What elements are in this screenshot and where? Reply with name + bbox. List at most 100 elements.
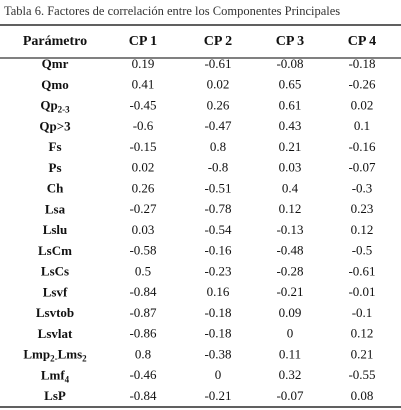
cell-value: -0.13 <box>276 222 303 237</box>
row-label: Qp2-3 <box>40 97 70 114</box>
cell-value: 0.1 <box>354 118 370 133</box>
cell-value: -0.07 <box>276 388 304 403</box>
cell-value: 0.5 <box>135 263 151 278</box>
label-part: Fs <box>49 139 62 154</box>
row-label: Ps <box>49 160 62 175</box>
column-header: CP 4 <box>348 34 376 49</box>
cell-value: 0.02 <box>207 77 230 92</box>
cell-value: 0.61 <box>279 97 302 112</box>
cell-value: -0.1 <box>352 305 373 320</box>
column-header: CP 1 <box>129 34 157 49</box>
cell-value: -0.16 <box>204 243 232 258</box>
label-part: Lsvf <box>43 284 68 299</box>
row-label: Qmo <box>41 77 68 92</box>
column-header: CP 3 <box>276 34 304 49</box>
row-label: LsCs <box>41 263 69 278</box>
row-label: Qmr <box>42 56 69 71</box>
label-part: Qmr <box>42 56 69 71</box>
row-label: Lmf4 <box>41 367 70 384</box>
row-label: Lsvtob <box>36 305 74 320</box>
cell-value: 0.11 <box>279 346 301 361</box>
cell-value: 0.12 <box>351 222 374 237</box>
cell-value: -0.84 <box>129 284 157 299</box>
cell-value: -0.5 <box>352 243 373 258</box>
label-part: Lsvtob <box>36 305 74 320</box>
cell-value: -0.86 <box>129 326 157 341</box>
cell-value: 0.03 <box>279 160 302 175</box>
cell-value: -0.38 <box>204 346 231 361</box>
row-label: LsP <box>44 388 66 403</box>
cell-value: -0.15 <box>129 139 156 154</box>
cell-value: 0.12 <box>279 201 302 216</box>
cell-value: 0.26 <box>207 97 230 112</box>
cell-value: -0.84 <box>129 388 157 403</box>
cell-value: -0.78 <box>204 201 231 216</box>
cell-value: 0.65 <box>279 77 302 92</box>
label-part: LsCs <box>41 263 69 278</box>
row-label: Lmp2-Lms2 <box>23 346 87 363</box>
row-label: Lslu <box>43 222 68 237</box>
label-part: Lsa <box>45 201 66 216</box>
label-part: Qmo <box>41 77 68 92</box>
cell-value: 0.8 <box>135 346 151 361</box>
cell-value: 0 <box>287 326 294 341</box>
label-part: Lmp <box>23 346 50 361</box>
subscript: 2 <box>82 354 87 364</box>
cell-value: 0.03 <box>132 222 155 237</box>
label-part: Ch <box>47 180 64 195</box>
label-part: Lsvlat <box>38 326 73 341</box>
cell-value: -0.46 <box>129 367 157 382</box>
row-label: Lsvlat <box>38 326 73 341</box>
table-title: Tabla 6. Factores de correlación entre l… <box>4 4 340 18</box>
row-label: Ch <box>47 180 64 195</box>
cell-value: 0.32 <box>279 367 302 382</box>
cell-value: -0.08 <box>276 56 303 71</box>
cell-value: -0.27 <box>129 201 157 216</box>
cell-value: -0.21 <box>204 388 231 403</box>
cell-value: -0.23 <box>204 263 231 278</box>
label-part: LsP <box>44 388 66 403</box>
cell-value: 0.21 <box>351 346 374 361</box>
cell-value: -0.01 <box>348 284 375 299</box>
row-label: Lsa <box>45 201 66 216</box>
cell-value: 0.02 <box>132 160 155 175</box>
row-label: Lsvf <box>43 284 68 299</box>
cell-value: 0.16 <box>207 284 230 299</box>
label-part: Lms <box>58 346 83 361</box>
cell-value: -0.45 <box>129 97 156 112</box>
row-label: Fs <box>49 139 62 154</box>
column-header: CP 2 <box>204 34 232 49</box>
label-part: LsCm <box>38 243 72 258</box>
cell-value: 0.12 <box>351 326 374 341</box>
cell-value: 0.26 <box>132 180 155 195</box>
cell-value: -0.58 <box>129 243 156 258</box>
column-header: Parámetro <box>23 34 87 49</box>
cell-value: -0.47 <box>204 118 232 133</box>
cell-value: 0.43 <box>279 118 302 133</box>
cell-value: -0.26 <box>348 77 376 92</box>
subscript: 4 <box>65 374 70 384</box>
cell-value: -0.61 <box>348 263 375 278</box>
cell-value: -0.18 <box>204 326 231 341</box>
cell-value: -0.21 <box>276 284 303 299</box>
cell-value: -0.55 <box>348 367 375 382</box>
cell-value: -0.54 <box>204 222 232 237</box>
cell-value: -0.18 <box>204 305 231 320</box>
cell-value: 0.8 <box>210 139 226 154</box>
row-label: Qp>3 <box>39 118 71 133</box>
cell-value: 0 <box>215 367 222 382</box>
cell-value: -0.48 <box>276 243 303 258</box>
label-part: Lslu <box>43 222 68 237</box>
cell-value: 0.21 <box>279 139 302 154</box>
subscript: 2-3 <box>58 105 70 115</box>
cell-value: 0.41 <box>132 77 155 92</box>
cell-value: -0.51 <box>204 180 231 195</box>
cell-value: -0.28 <box>276 263 303 278</box>
cell-value: -0.16 <box>348 139 376 154</box>
cell-value: -0.8 <box>208 160 229 175</box>
label-part: Lmf <box>41 367 66 382</box>
cell-value: -0.61 <box>204 56 231 71</box>
cell-value: 0.02 <box>351 97 374 112</box>
cell-value: 0.4 <box>282 180 299 195</box>
